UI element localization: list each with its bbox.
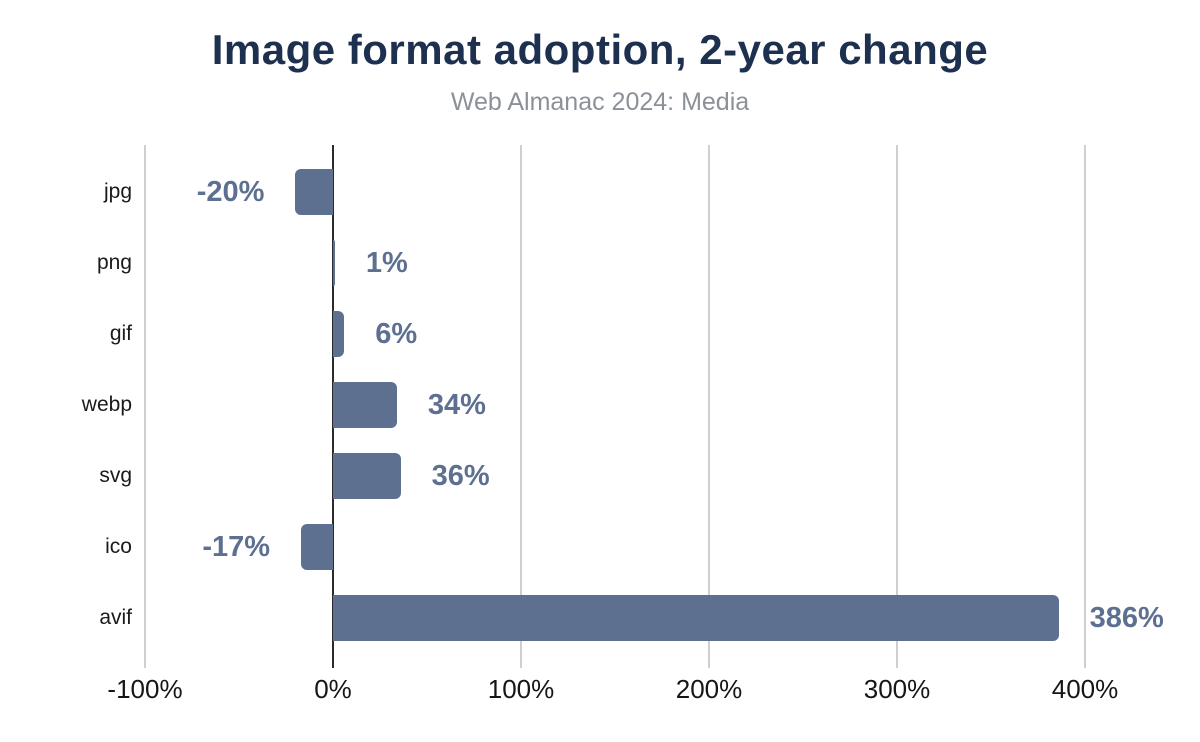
category-label: gif [109,322,132,345]
value-label: -20% [196,176,265,208]
value-label: -17% [202,531,271,563]
x-tick-label: 200% [675,674,743,704]
bar [333,382,397,428]
gridline [1084,145,1086,668]
gridline [144,145,146,668]
value-label: 36% [431,460,490,492]
category-label: jpg [103,180,132,203]
category-label: ico [105,535,132,558]
x-tick-label: -100% [107,674,183,704]
value-label: 386% [1089,602,1164,634]
bar [301,524,333,570]
x-tick-label: 300% [863,674,931,704]
bar [333,311,345,357]
bar [333,453,401,499]
category-label: avif [99,606,132,629]
category-label: png [96,251,132,274]
bar [333,595,1059,641]
category-label: webp [81,393,132,416]
bar [295,169,333,215]
chart-title: Image format adoption, 2-year change [211,26,989,73]
value-label: 34% [427,389,486,421]
gridline [896,145,898,668]
gridline [520,145,522,668]
gridline [708,145,710,668]
value-label: 1% [365,247,408,279]
category-label: svg [99,464,132,487]
chart-subtitle: Web Almanac 2024: Media [450,88,750,116]
x-tick-label: 400% [1051,674,1119,704]
value-label: 6% [375,318,418,350]
bar [333,240,335,286]
x-tick-label: 0% [314,674,352,704]
x-tick-label: 100% [487,674,555,704]
